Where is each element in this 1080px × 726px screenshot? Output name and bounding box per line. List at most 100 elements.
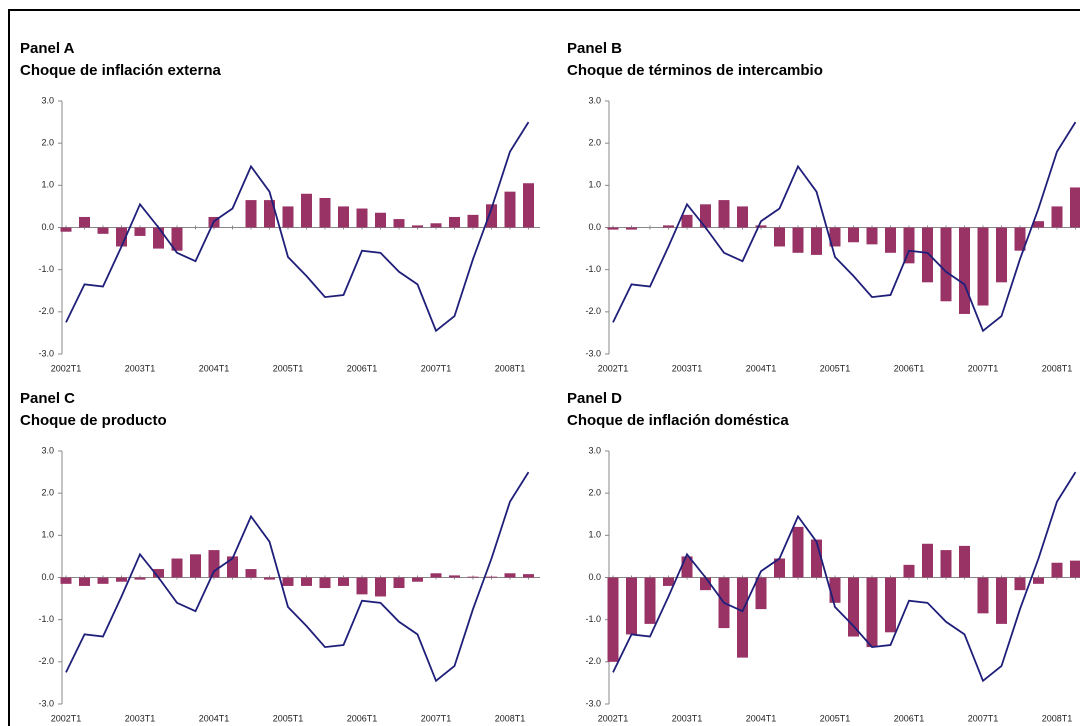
panel: Panel B Choque de términos de intercambio… xyxy=(567,40,1080,373)
bar xyxy=(208,550,220,578)
y-tick-label: -3.0 xyxy=(585,698,601,708)
y-tick-label: -1.0 xyxy=(38,614,54,624)
bar xyxy=(977,227,989,306)
bar xyxy=(97,577,109,584)
bar xyxy=(467,576,479,578)
bar xyxy=(922,543,933,578)
y-tick-label: -2.0 xyxy=(38,306,54,316)
bar xyxy=(301,193,312,228)
bar xyxy=(644,577,656,624)
bar xyxy=(60,227,72,232)
bar xyxy=(393,219,405,228)
bar xyxy=(626,227,637,230)
bar xyxy=(486,576,497,578)
bar xyxy=(700,577,711,591)
x-tick-label: 2006T1 xyxy=(894,713,925,723)
y-tick-label: -2.0 xyxy=(585,656,601,666)
y-tick-label: -3.0 xyxy=(38,348,54,358)
x-tick-label: 2004T1 xyxy=(199,713,230,723)
bar xyxy=(1033,577,1044,584)
bar xyxy=(264,200,275,228)
y-tick-label: 0.0 xyxy=(41,572,54,582)
bar xyxy=(319,197,331,228)
bar xyxy=(866,577,878,648)
x-tick-label: 2005T1 xyxy=(820,713,851,723)
y-tick-label: 2.0 xyxy=(41,138,54,148)
bar xyxy=(718,200,730,228)
bar xyxy=(737,577,748,658)
bar xyxy=(504,573,516,578)
bar xyxy=(1070,560,1080,578)
x-tick-label: 2002T1 xyxy=(51,713,82,723)
bar xyxy=(607,227,619,230)
x-tick-label: 2004T1 xyxy=(746,713,777,723)
y-tick-label: -1.0 xyxy=(38,264,54,274)
x-tick-label: 2008T1 xyxy=(495,363,526,373)
x-tick-label: 2002T1 xyxy=(598,713,629,723)
panel-subtitle: Choque de producto xyxy=(20,412,167,429)
y-tick-label: 3.0 xyxy=(41,95,54,105)
panel-title: Panel B xyxy=(567,40,622,57)
bar xyxy=(134,227,146,236)
bar xyxy=(1014,577,1026,591)
y-tick-label: 1.0 xyxy=(588,530,601,540)
bar xyxy=(60,577,72,584)
bar xyxy=(700,204,711,228)
y-tick-label: -2.0 xyxy=(585,306,601,316)
panel-title: Panel D xyxy=(567,390,622,407)
bar xyxy=(996,227,1007,283)
x-tick-label: 2003T1 xyxy=(672,713,703,723)
bar xyxy=(681,214,693,228)
y-tick-label: 3.0 xyxy=(588,95,601,105)
bar xyxy=(282,206,294,228)
bar xyxy=(903,227,915,264)
bar xyxy=(171,227,183,251)
y-tick-label: -3.0 xyxy=(585,348,601,358)
bar xyxy=(319,577,331,589)
bar xyxy=(116,227,127,247)
x-tick-label: 2005T1 xyxy=(273,363,304,373)
bar xyxy=(412,225,423,228)
panel-title: Panel C xyxy=(20,390,75,407)
bar xyxy=(607,577,619,662)
panel: Panel D Choque de inflación doméstica -3.0… xyxy=(567,390,1080,723)
bar xyxy=(245,569,257,578)
x-tick-label: 2007T1 xyxy=(968,363,999,373)
bar xyxy=(1051,562,1063,578)
bar xyxy=(301,577,312,586)
bar xyxy=(153,227,164,249)
bar xyxy=(116,577,127,582)
bar xyxy=(134,577,146,580)
x-tick-label: 2002T1 xyxy=(51,363,82,373)
line xyxy=(612,471,1077,683)
x-tick-label: 2007T1 xyxy=(421,713,452,723)
panel-subtitle: Choque de inflación doméstica xyxy=(567,412,789,429)
bar xyxy=(375,577,386,597)
bar xyxy=(829,577,841,603)
x-tick-label: 2007T1 xyxy=(968,713,999,723)
bar xyxy=(774,227,785,247)
y-tick-label: -3.0 xyxy=(38,698,54,708)
bar xyxy=(245,200,257,228)
x-tick-label: 2006T1 xyxy=(347,363,378,373)
bar xyxy=(523,183,534,228)
bar xyxy=(449,575,460,578)
x-tick-label: 2003T1 xyxy=(125,363,156,373)
bar xyxy=(755,225,767,228)
bar xyxy=(811,227,822,255)
x-tick-label: 2003T1 xyxy=(672,363,703,373)
bar xyxy=(264,577,275,580)
panel-subtitle: Choque de inflación externa xyxy=(20,62,222,79)
bar xyxy=(356,577,368,595)
bar xyxy=(356,208,368,228)
bar xyxy=(375,212,386,228)
line xyxy=(65,121,530,333)
x-tick-label: 2006T1 xyxy=(894,363,925,373)
bar xyxy=(959,227,970,314)
bar xyxy=(996,577,1007,624)
bar xyxy=(171,558,183,578)
bar xyxy=(467,214,479,228)
bar xyxy=(848,227,859,243)
y-tick-label: 1.0 xyxy=(41,180,54,190)
